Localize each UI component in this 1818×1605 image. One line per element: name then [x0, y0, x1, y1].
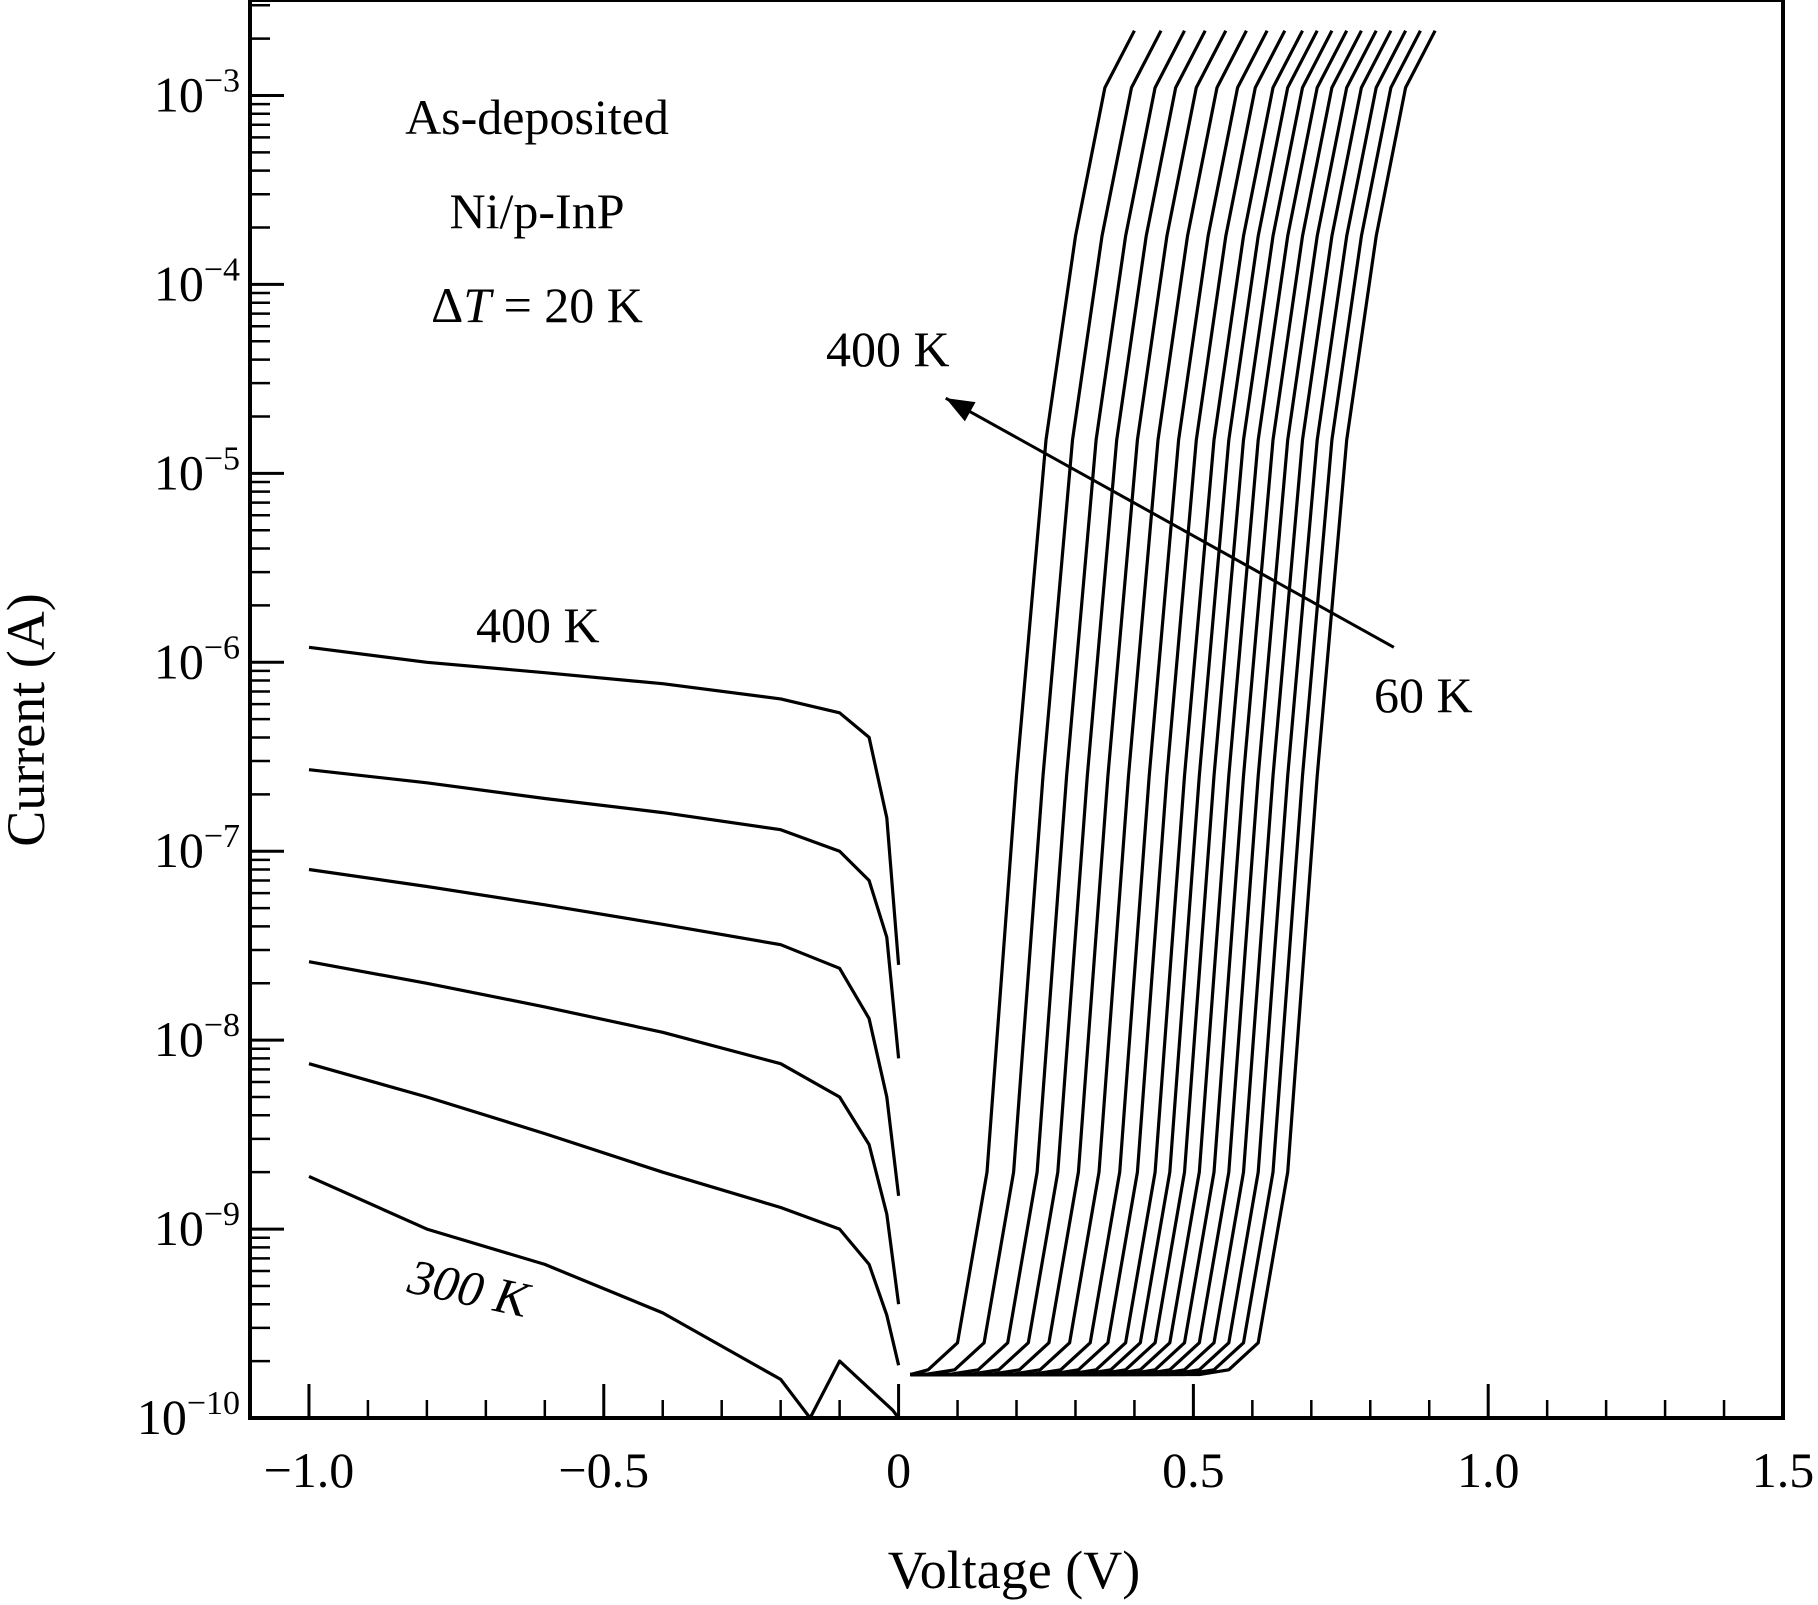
forward-curve [910, 29, 1393, 1377]
forward-curve [910, 29, 1207, 1377]
delta-var: T [463, 277, 494, 333]
y-tick-base: 10 [154, 444, 204, 500]
forward-curve [910, 29, 1304, 1377]
reverse-curve [308, 768, 901, 1059]
x-axis-title: Voltage (V) [888, 1540, 1140, 1600]
y-tick-exponent: −6 [204, 629, 240, 666]
label-300k: 300 K [403, 1248, 536, 1329]
x-tick-label: 1.5 [1752, 1442, 1815, 1498]
reverse-curve [308, 1062, 901, 1366]
temperature-arrow [945, 396, 1395, 649]
x-tick-label: −0.5 [558, 1442, 649, 1498]
forward-curve [910, 29, 1228, 1377]
sample-label-line1: As-deposited [405, 89, 669, 145]
forward-curve [910, 29, 1437, 1377]
forward-curve [910, 29, 1408, 1377]
arrow-shaft [945, 396, 1395, 649]
y-tick-label: 10−8 [154, 1007, 240, 1067]
y-tick-base: 10 [154, 1200, 204, 1256]
y-tick-exponent: −8 [204, 1007, 240, 1044]
y-tick-label: 10−4 [154, 251, 240, 311]
y-tick-base: 10 [137, 1389, 187, 1445]
arrow-head [945, 398, 976, 422]
y-tick-label: 10−6 [154, 629, 240, 689]
y-tick-base: 10 [154, 1011, 204, 1067]
data-curves [308, 29, 1437, 1420]
sample-label-line2: Ni/p-InP [450, 183, 625, 239]
y-tick-base: 10 [154, 66, 204, 122]
delta-value: = 20 K [491, 277, 643, 333]
y-tick-exponent: −4 [204, 251, 240, 288]
reverse-curve [308, 645, 901, 966]
forward-curve [910, 29, 1422, 1377]
y-tick-exponent: −10 [187, 1385, 240, 1422]
forward-curve [910, 29, 1363, 1377]
reverse-curve [308, 867, 901, 1196]
x-axis-tick-labels: −1.0 −0.5 0 0.5 1.0 1.5 [264, 1442, 1815, 1498]
forward-curve [910, 29, 1186, 1377]
y-tick-base: 10 [154, 633, 204, 689]
y-tick-exponent: −3 [204, 62, 240, 99]
forward-curve [909, 29, 1136, 1377]
label-400k-forward: 400 K [826, 321, 950, 377]
forward-curve [910, 29, 1319, 1377]
forward-curve [910, 29, 1349, 1377]
forward-curve [910, 29, 1334, 1377]
forward-curve [910, 29, 1163, 1377]
x-tick-label: 0.5 [1162, 1442, 1225, 1498]
label-60k: 60 K [1374, 667, 1473, 723]
y-axis-ticks [250, 4, 284, 1420]
y-tick-label: 10−3 [154, 62, 240, 122]
reverse-curve [308, 960, 901, 1305]
reverse-curve [308, 1174, 900, 1420]
y-axis-title: Current (A) [0, 593, 56, 846]
y-tick-exponent: −9 [204, 1196, 240, 1233]
x-axis-ticks [307, 1384, 1785, 1418]
delta-symbol: Δ [431, 277, 463, 333]
y-tick-label: 10−7 [154, 818, 240, 878]
y-tick-exponent: −5 [204, 440, 240, 477]
y-tick-label: 10−9 [154, 1196, 240, 1256]
y-tick-label: 10−10 [137, 1385, 240, 1445]
forward-curve [910, 29, 1248, 1377]
y-tick-base: 10 [154, 255, 204, 311]
y-tick-exponent: −7 [204, 818, 240, 855]
x-tick-label: −1.0 [264, 1442, 355, 1498]
forward-curve [910, 29, 1287, 1377]
y-tick-base: 10 [154, 822, 204, 878]
forward-curve [910, 29, 1378, 1377]
x-tick-label: 1.0 [1457, 1442, 1520, 1498]
label-400k-reverse: 400 K [476, 597, 600, 653]
forward-curve [910, 29, 1269, 1377]
delta-t-label: ΔT = 20 K [431, 277, 643, 333]
x-tick-label: 0 [886, 1442, 911, 1498]
y-tick-label: 10−5 [154, 440, 240, 500]
